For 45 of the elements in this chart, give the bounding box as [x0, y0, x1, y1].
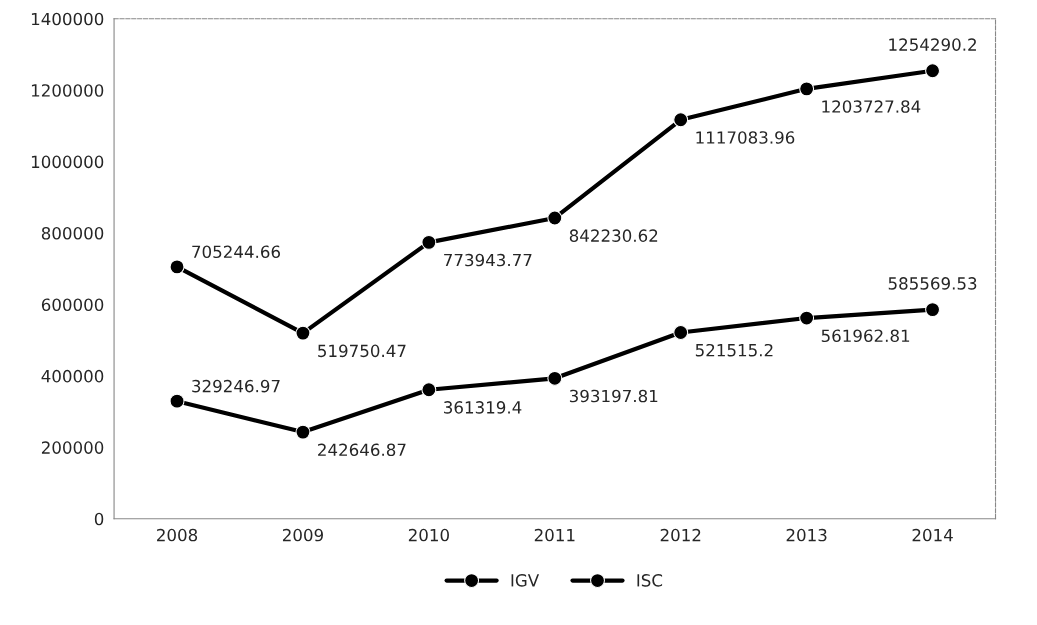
- data-label: 561962.81: [821, 329, 910, 343]
- x-tick-label: 2011: [534, 528, 575, 542]
- x-tick-label: 2010: [408, 528, 449, 542]
- x-tick-label: 2008: [157, 528, 198, 542]
- data-label: 242646.87: [318, 443, 406, 457]
- data-label: 1254290.2: [889, 38, 976, 51]
- y-tick-label: 200000: [41, 441, 104, 454]
- x-tick-label: 2013: [786, 528, 827, 542]
- point: [547, 370, 563, 386]
- y-tick-label: 1200000: [31, 84, 104, 97]
- y-tick-label: 800000: [41, 227, 104, 240]
- point: [925, 63, 941, 79]
- data-label: 705244.66: [192, 245, 280, 259]
- data-label: 521515.2: [695, 343, 773, 357]
- data-label: 361319.4: [444, 401, 522, 414]
- point: [421, 382, 437, 398]
- x-tick-label: 2009: [282, 528, 323, 542]
- data-label: 519750.47: [318, 344, 406, 358]
- data-label: 773943.77: [444, 253, 532, 267]
- data-label: 393197.81: [569, 389, 658, 403]
- point: [799, 81, 815, 97]
- data-label: 1117083.96: [696, 131, 795, 144]
- data-label: 842230.62: [569, 229, 658, 242]
- point: [295, 325, 311, 341]
- legend-label: ISC: [637, 574, 663, 587]
- data-label: 1203727.84: [822, 100, 921, 113]
- data-label: 585569.53: [888, 277, 977, 290]
- y-tick-label: 1000000: [31, 155, 104, 169]
- y-tick-label: 0: [94, 512, 104, 526]
- point: [547, 210, 563, 226]
- point: [169, 393, 185, 409]
- point: [799, 310, 815, 326]
- point: [673, 325, 689, 340]
- data-label: 329246.97: [192, 379, 280, 393]
- legend-label: IGV: [511, 574, 540, 587]
- point: [169, 259, 185, 275]
- y-tick-label: 1400000: [31, 12, 104, 26]
- point: [925, 302, 941, 318]
- point: [673, 112, 689, 128]
- y-tick-label: 400000: [41, 369, 104, 383]
- point: [295, 424, 311, 440]
- x-tick-label: 2014: [912, 528, 953, 542]
- x-tick-label: 2012: [660, 528, 701, 542]
- point: [421, 234, 437, 250]
- y-tick-label: 600000: [41, 298, 104, 312]
